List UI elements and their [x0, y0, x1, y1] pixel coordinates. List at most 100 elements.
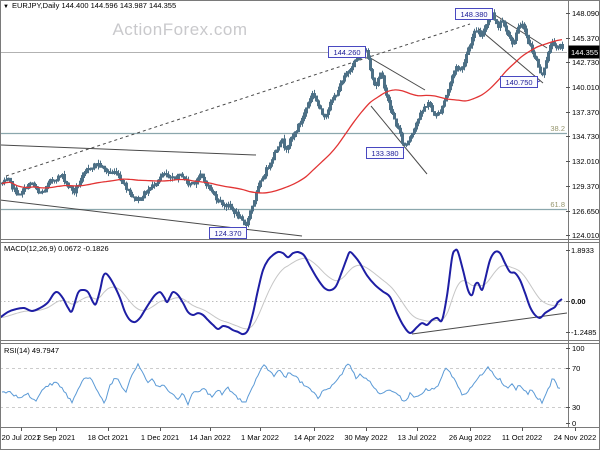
candle-body [27, 184, 30, 189]
candle-body [329, 101, 332, 111]
macd-signal-line [1, 257, 561, 330]
candle-body [197, 177, 200, 182]
price-marker[interactable]: 148.380 [455, 8, 494, 20]
candle-body [167, 174, 170, 178]
candle-body [561, 44, 564, 49]
candle-body [543, 67, 546, 76]
candle-body [263, 175, 266, 180]
time-axis-label: 18 Oct 2021 [88, 433, 129, 442]
candle-body [111, 171, 114, 175]
candle-body [383, 75, 386, 89]
trendline[interactable] [366, 55, 426, 91]
candle-body [117, 173, 120, 176]
candle-body [529, 43, 532, 46]
candle-body [345, 72, 348, 77]
candle-body [165, 173, 168, 176]
candle-body [493, 12, 496, 21]
marker-box[interactable] [328, 46, 366, 58]
rsi-axis-label: 0 [572, 419, 576, 428]
candle-body [229, 203, 232, 208]
candle-body [397, 125, 400, 129]
current-price-tag [568, 45, 600, 59]
candle-body [451, 75, 454, 84]
marker-box[interactable] [366, 147, 404, 159]
marker-label: 133.380 [371, 149, 398, 158]
candle-body [279, 141, 282, 148]
candle-body [103, 165, 106, 170]
candle-body [393, 113, 396, 120]
candle-body [499, 21, 502, 28]
candle-body [481, 33, 484, 37]
price-axis-label: 134.730 [572, 132, 599, 141]
candle-body [307, 102, 310, 109]
candle-body [319, 105, 322, 110]
candle-body [369, 58, 372, 71]
candle-body [387, 94, 390, 102]
candle-body [549, 45, 552, 53]
candle-body [353, 60, 356, 68]
candle-body [485, 24, 488, 30]
trendline[interactable] [478, 28, 544, 84]
candle-body [149, 187, 152, 191]
price-marker[interactable]: 144.260 [328, 46, 367, 58]
candle-body [143, 191, 146, 199]
candle-body [373, 77, 376, 86]
candle-body [273, 152, 276, 161]
candle-body [517, 26, 520, 34]
price-marker[interactable]: 124.370 [209, 227, 247, 239]
rsi-indicator-label: RSI(14) 49.7947 [4, 346, 60, 355]
candle-body [415, 122, 418, 130]
candle-body [371, 69, 374, 79]
macd-trendline[interactable] [411, 312, 567, 335]
candle-body [233, 208, 236, 215]
rsi-axis-label: 100 [572, 344, 585, 353]
candle-body [483, 28, 486, 35]
price-marker[interactable]: 133.380 [366, 147, 405, 159]
symbol-dropdown-icon[interactable]: ▼ [3, 4, 9, 10]
candle-body [357, 57, 360, 61]
candle-body [277, 146, 280, 151]
candle-body [301, 117, 304, 124]
price-marker[interactable]: 140.750 [500, 76, 541, 88]
time-axis-label: 11 Oct 2022 [502, 433, 542, 442]
candle-body [495, 19, 498, 25]
candle-body [539, 66, 542, 74]
macd-indicator-label: MACD(12,26,9) 0.0672 -0.1826 [4, 244, 109, 253]
candle-body [71, 186, 74, 191]
macd-axis-label: -1.2485 [571, 328, 596, 337]
candle-body [389, 100, 392, 111]
candle-body [211, 189, 214, 193]
candle-body [161, 173, 164, 178]
candle-body [331, 99, 334, 103]
candle-body [251, 205, 254, 212]
macd-axis-label: 1.8933 [571, 246, 594, 255]
candle-body [159, 176, 162, 181]
trendline[interactable] [0, 144, 257, 156]
candle-body [325, 114, 328, 118]
candle-body [249, 210, 252, 219]
chart-title: ▼ EURJPY,Daily 144.400 144.596 143.987 14… [3, 1, 176, 10]
symbol-timeframe-label: EURJPY,Daily [11, 1, 60, 10]
marker-box[interactable] [500, 76, 538, 88]
candle-body [201, 173, 204, 178]
candle-body [283, 138, 286, 149]
candle-body [255, 191, 258, 202]
time-axis-label: 24 Nov 2022 [554, 433, 597, 442]
rsi-axis-label: 70 [572, 364, 580, 373]
candle-body [423, 106, 426, 112]
candle-body [441, 105, 444, 114]
price-axis-label: 137.370 [572, 108, 599, 117]
candle-body [557, 46, 560, 49]
trendline[interactable] [370, 105, 428, 175]
rsi-axis-label: 30 [572, 403, 580, 412]
candle-body [555, 45, 558, 49]
candle-body [349, 69, 352, 73]
candle-body [297, 123, 300, 133]
candle-body [253, 200, 256, 207]
marker-box[interactable] [209, 227, 247, 239]
marker-box[interactable] [455, 8, 493, 20]
candle-body [265, 167, 268, 177]
price-axis-label: 145.370 [572, 34, 599, 43]
trendline[interactable] [0, 199, 303, 237]
